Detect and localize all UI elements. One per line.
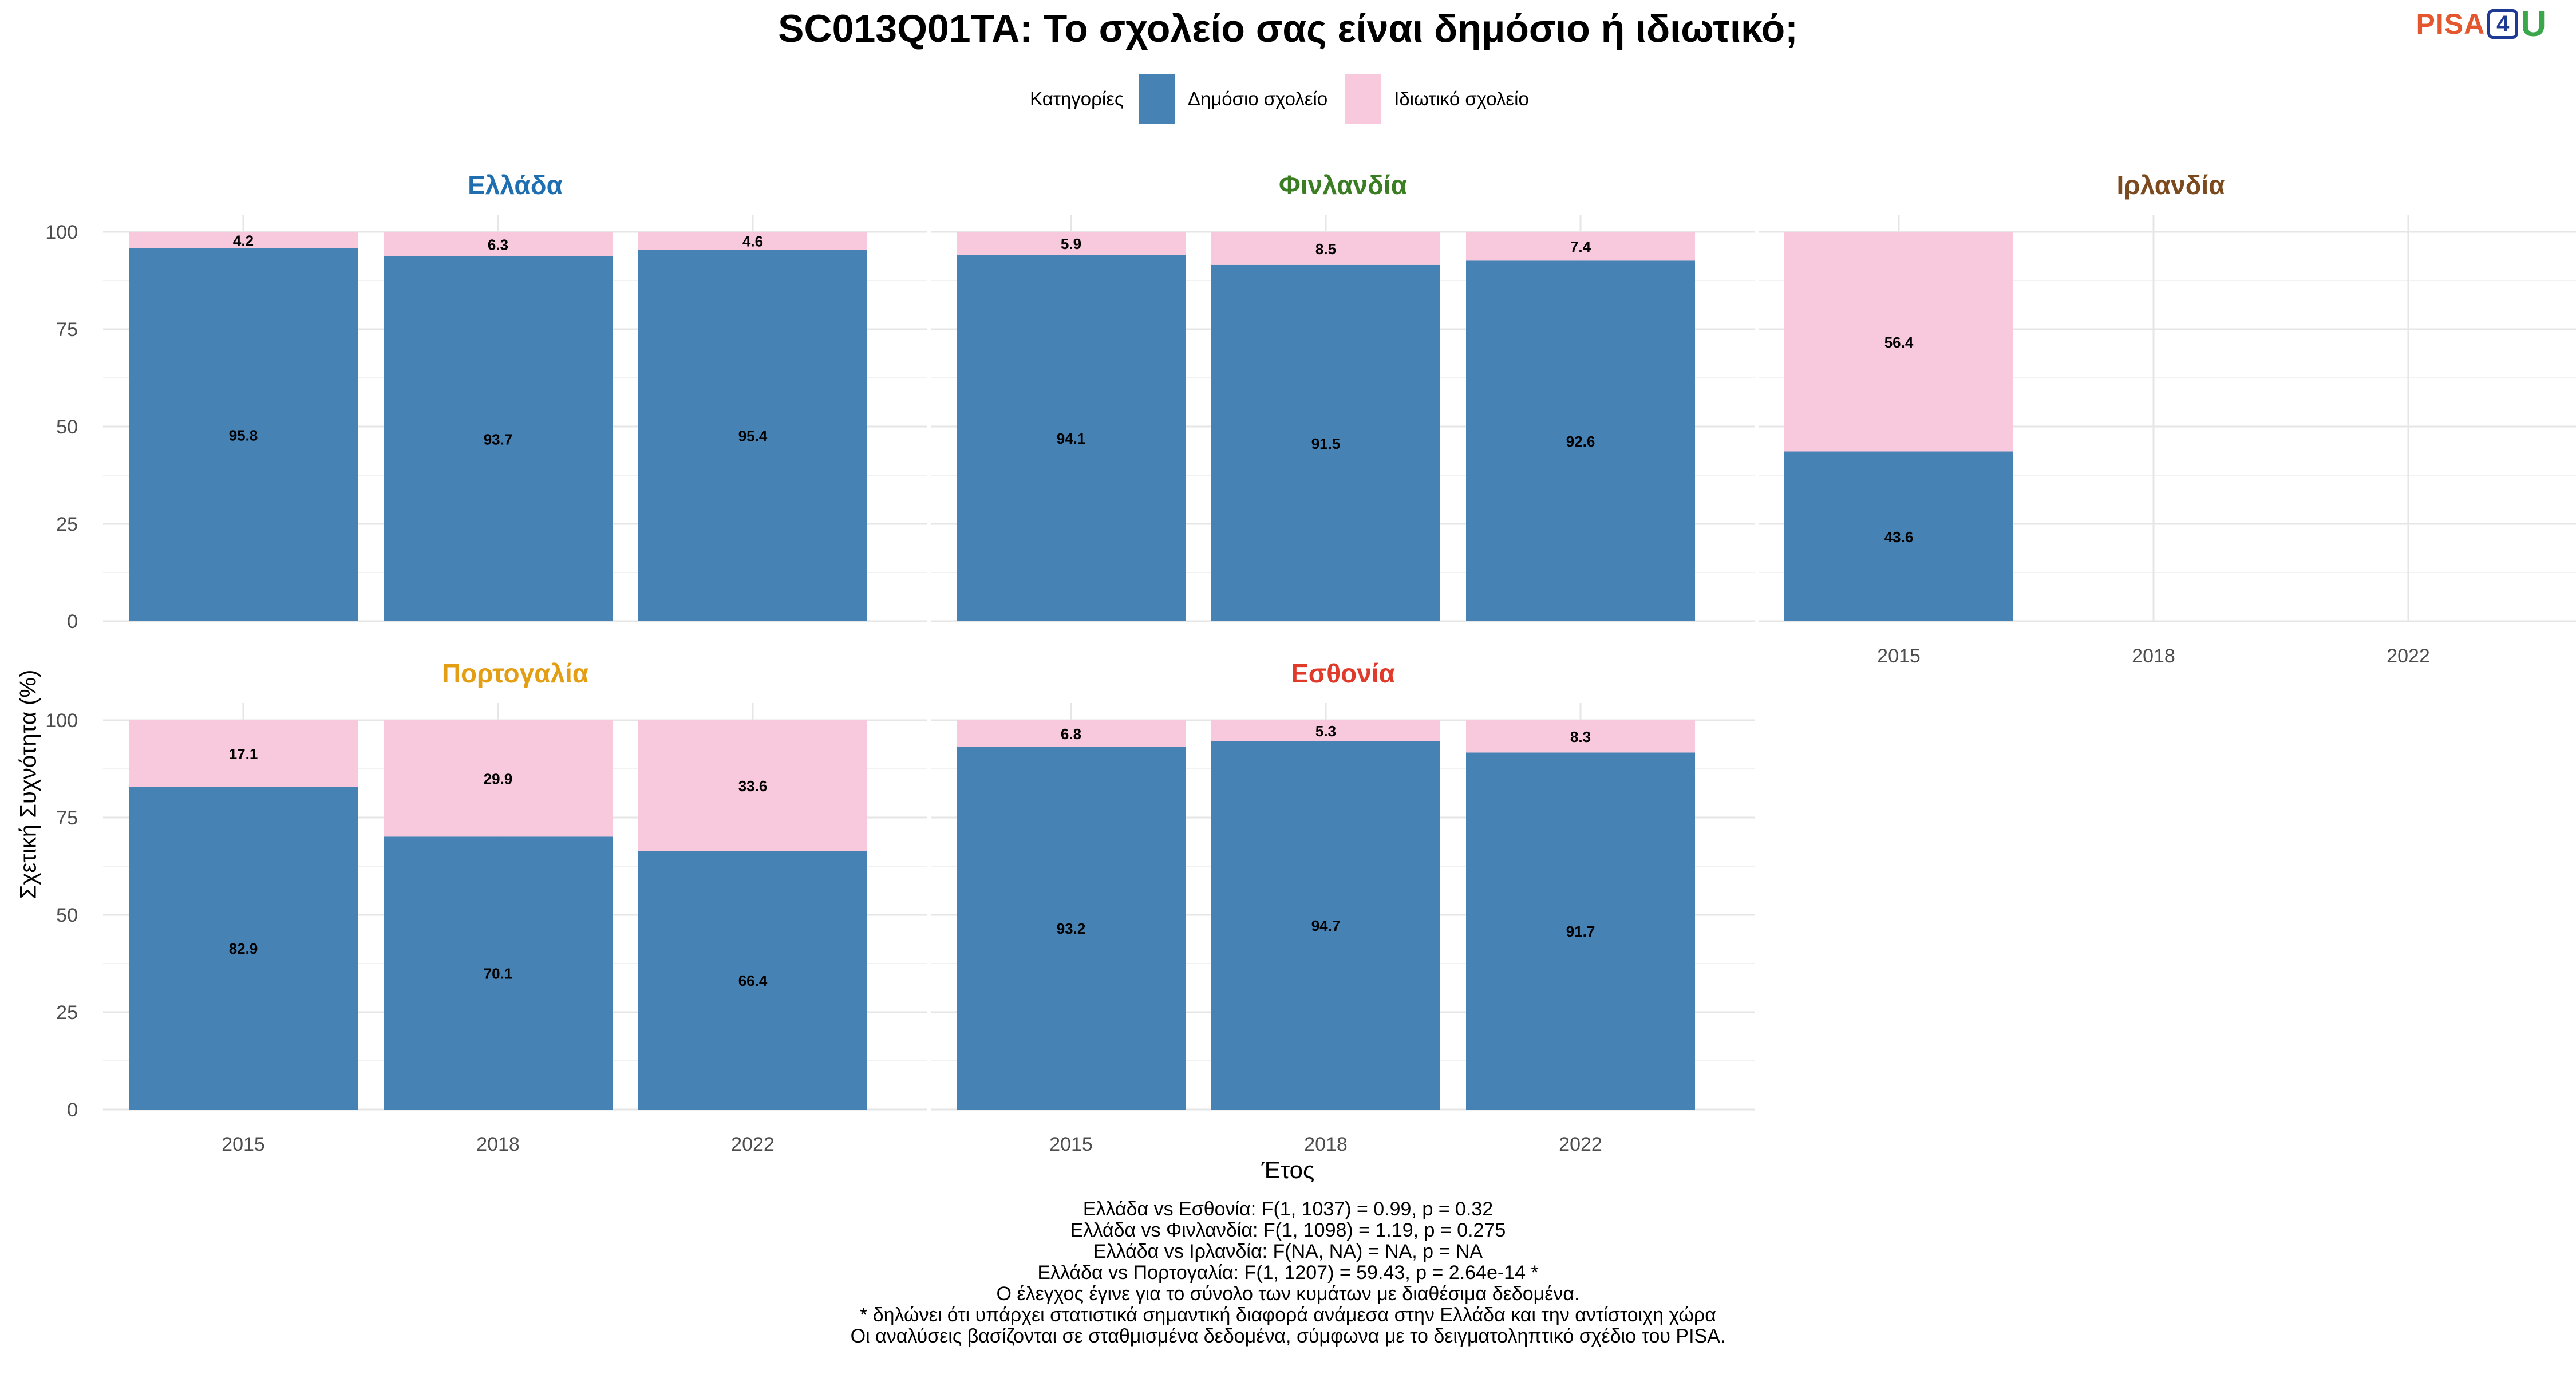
y-tick-label: 75 [56, 319, 78, 341]
panel-title: Πορτογαλία [442, 658, 588, 688]
bar-private [1466, 232, 1695, 261]
data-label-public: 91.5 [1311, 435, 1341, 452]
data-label-private: 4.2 [233, 232, 254, 249]
note-line: Ελλάδα vs Φινλανδία: F(1, 1098) = 1.19, … [1070, 1219, 1506, 1241]
panel-title: Ιρλανδία [2116, 170, 2225, 200]
data-label-public: 94.1 [1057, 430, 1086, 447]
bar-private [1466, 720, 1695, 753]
x-tick-label: 2022 [1559, 1134, 1602, 1155]
y-tick-label: 100 [45, 222, 78, 243]
bar-private [1211, 720, 1440, 741]
data-label-private: 6.3 [488, 236, 508, 253]
bar-private [1784, 232, 2013, 452]
data-label-public: 91.7 [1566, 923, 1595, 940]
data-label-private: 4.6 [742, 233, 763, 250]
bar-public [638, 851, 867, 1110]
logo-text-four: 4 [2487, 9, 2519, 39]
bar-public [638, 250, 867, 621]
bar-public [957, 747, 1186, 1110]
panel-title: Ελλάδα [468, 170, 563, 200]
x-tick-label: 2022 [731, 1134, 775, 1155]
x-tick-label: 2018 [2132, 645, 2175, 667]
data-label-public: 70.1 [484, 965, 513, 982]
note-line: Ελλάδα vs Πορτογαλία: F(1, 1207) = 59.43… [1037, 1262, 1539, 1284]
chart-legend: Κατηγορίες Δημόσιο σχολείο Ιδιωτικό σχολ… [0, 73, 2576, 125]
data-label-public: 95.4 [738, 428, 768, 445]
note-line: Ελλάδα vs Εσθονία: F(1, 1037) = 0.99, p … [1082, 1198, 1494, 1220]
bar-public [1466, 260, 1695, 621]
legend-swatch-private [1345, 74, 1382, 124]
bar-public [957, 255, 1186, 621]
data-label-private: 29.9 [484, 771, 513, 788]
data-label-private: 6.8 [1061, 725, 1081, 743]
bar-private [957, 720, 1186, 747]
panel-title: Εσθονία [1291, 658, 1395, 688]
y-tick-label: 100 [45, 710, 78, 732]
x-tick-label: 2022 [2387, 645, 2430, 667]
note-line: * δηλώνει ότι υπάρχει στατιστικά σημαντι… [860, 1304, 1716, 1326]
chart-title: SC013Q01TA: Το σχολείο σας είναι δημόσιο… [778, 7, 1798, 50]
y-tick-label: 75 [56, 807, 78, 829]
legend-label-public: Δημόσιο σχολείο [1187, 88, 1328, 109]
y-tick-label: 25 [56, 514, 78, 535]
legend-swatch-public [1138, 74, 1175, 124]
legend-item-public: Δημόσιο σχολείο [1138, 74, 1328, 124]
legend-label-private: Ιδιωτικό σχολείο [1394, 88, 1529, 109]
x-tick-label: 2015 [222, 1134, 265, 1155]
statistical-notes: Ελλάδα vs Εσθονία: F(1, 1037) = 0.99, p … [0, 1199, 2576, 1347]
bar-public [384, 836, 613, 1110]
y-tick-label: 25 [56, 1002, 78, 1024]
data-label-private: 5.9 [1061, 235, 1081, 252]
data-label-public: 94.7 [1311, 917, 1341, 934]
bar-private [384, 720, 613, 837]
y-tick-label: 0 [67, 1099, 78, 1121]
bar-private [384, 232, 613, 256]
data-label-public: 93.2 [1057, 920, 1086, 937]
bar-public [129, 248, 358, 621]
bar-public [384, 256, 613, 622]
bar-private [129, 232, 358, 248]
legend-item-private: Ιδιωτικό σχολείο [1345, 74, 1529, 124]
x-axis-label: Έτος [1261, 1156, 1315, 1183]
bar-public [1211, 741, 1440, 1110]
data-label-public: 95.8 [229, 427, 258, 444]
bar-public [1784, 451, 2013, 621]
bar-private [957, 232, 1186, 255]
data-label-private: 7.4 [1570, 238, 1591, 255]
data-label-public: 82.9 [229, 940, 258, 957]
logo-text-pisa: PISA [2416, 8, 2486, 40]
bar-private [638, 720, 867, 851]
legend-title: Κατηγορίες [1030, 88, 1124, 109]
bar-private [1211, 232, 1440, 265]
x-tick-label: 2018 [1304, 1134, 1348, 1155]
data-label-public: 93.7 [484, 431, 513, 448]
data-label-private: 8.5 [1315, 240, 1336, 258]
data-label-private: 8.3 [1570, 728, 1591, 745]
bar-private [129, 720, 358, 787]
x-tick-label: 2018 [476, 1134, 520, 1155]
x-tick-label: 2015 [1877, 645, 1921, 667]
data-label-public: 92.6 [1566, 433, 1595, 450]
y-tick-label: 50 [56, 905, 78, 926]
panel-title: Φινλανδία [1279, 170, 1407, 200]
logo-text-u: U [2520, 4, 2546, 44]
x-tick-label: 2015 [1049, 1134, 1093, 1155]
note-line: Ο έλεγχος έγινε για το σύνολο των κυμάτω… [996, 1283, 1580, 1305]
data-label-private: 33.6 [738, 777, 768, 795]
data-label-private: 5.3 [1315, 722, 1336, 740]
pisa4u-logo: PISA 4 U [2416, 5, 2546, 44]
bar-public [1211, 264, 1440, 621]
bar-private [638, 232, 867, 250]
y-tick-label: 0 [67, 611, 78, 633]
data-label-private: 17.1 [229, 745, 258, 763]
note-line: Οι αναλύσεις βασίζονται σε σταθμισμένα δ… [850, 1325, 1726, 1347]
data-label-public: 43.6 [1884, 528, 1914, 546]
data-label-private: 56.4 [1884, 334, 1914, 351]
note-line: Ελλάδα vs Ιρλανδία: F(NA, NA) = NA, p = … [1093, 1241, 1483, 1262]
y-tick-label: 50 [56, 416, 78, 438]
bar-public [1466, 752, 1695, 1110]
data-label-public: 66.4 [738, 972, 768, 989]
bar-public [129, 787, 358, 1110]
